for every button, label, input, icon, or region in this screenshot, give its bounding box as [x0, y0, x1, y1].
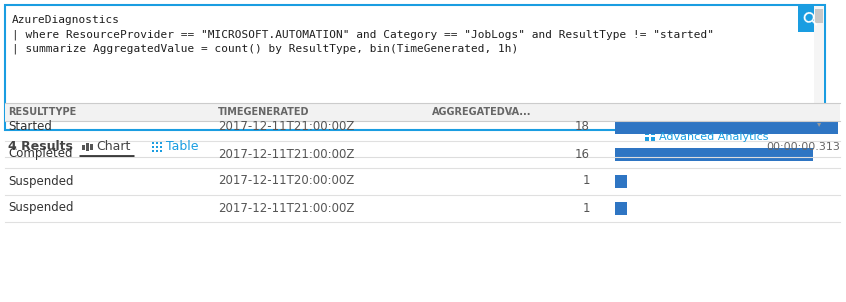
Text: | summarize AggregatedValue = count() by ResultType, bin(TimeGenerated, 1h): | summarize AggregatedValue = count() by…	[12, 43, 519, 53]
Bar	[152, 142, 154, 144]
Text: Started: Started	[8, 120, 52, 133]
Text: Completed: Completed	[8, 147, 73, 160]
Text: AzureDiagnostics: AzureDiagnostics	[12, 15, 120, 25]
Text: ▾: ▾	[817, 120, 821, 128]
Bar	[156, 150, 158, 152]
Text: Table: Table	[166, 140, 199, 153]
Bar	[615, 201, 628, 214]
Text: RESULTTYPE: RESULTTYPE	[8, 107, 76, 117]
Bar	[615, 147, 813, 160]
Bar	[651, 131, 655, 135]
Bar	[651, 137, 655, 141]
Text: 2017-12-11T21:00:00Z: 2017-12-11T21:00:00Z	[218, 201, 354, 214]
Text: 2017-12-11T21:00:00Z: 2017-12-11T21:00:00Z	[218, 147, 354, 160]
Bar	[5, 5, 825, 130]
Bar	[152, 150, 154, 152]
Bar	[615, 120, 838, 133]
Bar	[645, 137, 649, 141]
Bar	[815, 9, 823, 23]
Text: | where ResourceProvider == "MICROSOFT.AUTOMATION" and Category == "JobLogs" and: | where ResourceProvider == "MICROSOFT.A…	[12, 29, 714, 40]
Text: 1: 1	[583, 201, 590, 214]
Bar	[160, 150, 162, 152]
Text: Suspended: Suspended	[8, 201, 74, 214]
Text: Suspended: Suspended	[8, 175, 74, 188]
Text: 4 Results: 4 Results	[8, 140, 73, 153]
Text: 16: 16	[575, 147, 590, 160]
Bar	[645, 131, 649, 135]
Text: AGGREGATEDVA...: AGGREGATEDVA...	[432, 107, 531, 117]
Bar	[152, 146, 154, 148]
Text: TIMEGENERATED: TIMEGENERATED	[218, 107, 310, 117]
Text: Chart: Chart	[96, 140, 130, 153]
Text: 18: 18	[575, 120, 590, 133]
Bar	[5, 103, 840, 121]
Bar	[86, 143, 89, 151]
Bar	[798, 6, 824, 32]
Text: 1: 1	[583, 175, 590, 188]
Text: 2017-12-11T20:00:00Z: 2017-12-11T20:00:00Z	[218, 175, 354, 188]
Bar	[160, 146, 162, 148]
Bar	[160, 142, 162, 144]
Text: Advanced Analytics: Advanced Analytics	[659, 132, 768, 142]
Bar	[615, 175, 628, 188]
Bar	[814, 6, 824, 129]
Text: ↓: ↓	[506, 107, 514, 117]
Bar	[156, 146, 158, 148]
Bar	[82, 144, 85, 149]
Bar	[90, 144, 93, 150]
Bar	[156, 142, 158, 144]
Text: 2017-12-11T21:00:00Z: 2017-12-11T21:00:00Z	[218, 120, 354, 133]
Text: 00:00:00.313: 00:00:00.313	[766, 142, 840, 152]
Text: ⚲: ⚲	[799, 6, 823, 30]
